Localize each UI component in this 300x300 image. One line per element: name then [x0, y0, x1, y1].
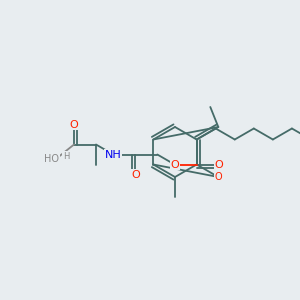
- Text: O: O: [131, 169, 140, 179]
- Text: O: O: [70, 119, 78, 130]
- Text: O: O: [214, 160, 223, 170]
- Text: HO: HO: [44, 154, 59, 164]
- Text: H: H: [63, 152, 69, 161]
- Text: O: O: [170, 160, 179, 170]
- Text: O: O: [214, 172, 222, 182]
- Text: NH: NH: [105, 149, 122, 160]
